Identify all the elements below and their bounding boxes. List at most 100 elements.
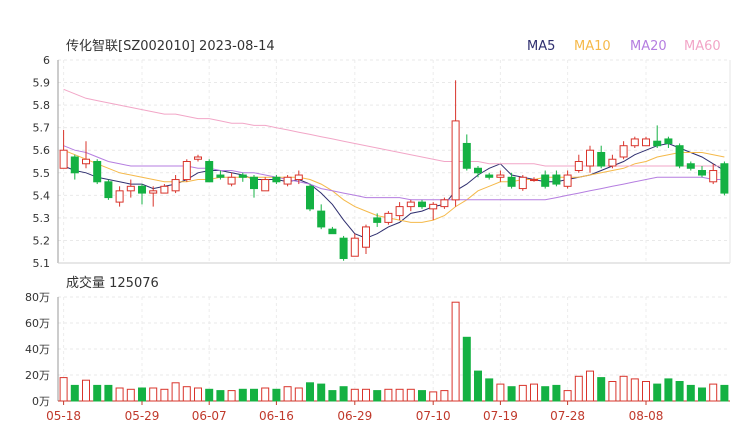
- candle: [205, 159, 214, 183]
- candle-up-body: [406, 201, 415, 208]
- price-tick-label: 5.2: [33, 234, 51, 247]
- volume-bar-up: [608, 381, 617, 402]
- volume-bar-down: [238, 388, 247, 402]
- candle-down-body: [653, 140, 662, 147]
- volume-bar-down: [462, 336, 471, 402]
- volume-bar-down: [485, 378, 494, 402]
- volume-bar-up: [59, 377, 68, 402]
- candle-down-body: [675, 145, 684, 167]
- candle: [250, 175, 258, 198]
- candle: [608, 154, 617, 169]
- volume-tick-label: 20万: [25, 369, 50, 382]
- price-tick-label: 5.8: [33, 99, 51, 112]
- volume-bar-up: [530, 383, 538, 402]
- volume-bar-up: [115, 387, 124, 402]
- candle: [171, 175, 180, 194]
- candle: [429, 202, 438, 221]
- candle: [597, 145, 606, 169]
- volume-bar-up: [586, 370, 594, 402]
- date-label: 05-29: [125, 409, 160, 423]
- candle-up-body: [149, 190, 158, 194]
- candle-up-body: [619, 145, 628, 158]
- candle: [350, 233, 359, 257]
- candle: [440, 197, 449, 209]
- candle: [507, 172, 516, 189]
- volume-bar-down: [328, 390, 337, 402]
- candle: [451, 80, 460, 207]
- ma20-legend-label: MA20: [630, 39, 667, 54]
- volume-tick-label: 0万: [32, 395, 50, 408]
- volume-bar-up: [171, 382, 180, 402]
- candle-up-body: [182, 161, 191, 181]
- candle-down-body: [238, 174, 247, 178]
- candle: [261, 177, 270, 192]
- candle: [552, 170, 561, 187]
- date-label: 06-29: [337, 409, 372, 423]
- candle: [104, 179, 113, 200]
- ma20-line: [63, 145, 725, 201]
- volume-title: 成交量 125076: [66, 275, 159, 291]
- volume-bar-up: [227, 390, 236, 402]
- candle: [93, 159, 102, 185]
- price-tick-label: 5.6: [33, 144, 51, 157]
- candle-down-body: [104, 181, 113, 199]
- candle-down-body: [93, 161, 102, 183]
- candle-up-body: [395, 206, 404, 217]
- candlesticks: [59, 80, 729, 261]
- candle: [70, 154, 79, 180]
- candle-up-body: [194, 156, 202, 160]
- candle: [462, 134, 471, 171]
- volume-bar-down: [138, 387, 146, 402]
- volume-bar-down: [250, 388, 258, 402]
- volume-bar-down: [373, 390, 382, 402]
- volume-bars: [59, 301, 729, 402]
- candle: [126, 179, 135, 198]
- date-label: 07-19: [483, 409, 518, 423]
- candle-down-body: [664, 138, 673, 144]
- candle-down-body: [138, 185, 146, 194]
- volume-bar-down: [70, 384, 79, 402]
- candle: [664, 136, 673, 148]
- date-label: 07-10: [416, 409, 451, 423]
- volume-bar-down: [474, 370, 482, 402]
- candle: [418, 199, 426, 209]
- candle: [194, 154, 202, 162]
- date-label: 06-16: [259, 409, 294, 423]
- candle-up-body: [630, 138, 639, 147]
- volume-bar-down: [552, 384, 561, 402]
- volume-axis: 80万 60万 40万 20万 0万: [25, 291, 50, 408]
- volume-bar-up: [182, 386, 191, 402]
- candle: [686, 161, 695, 171]
- candle: [518, 175, 527, 191]
- candle: [574, 154, 583, 173]
- candle: [82, 141, 90, 169]
- volume-bar-up: [406, 388, 415, 402]
- price-tick-label: 5.9: [33, 77, 51, 90]
- candle-up-body: [59, 149, 68, 169]
- volume-bar-up: [294, 387, 303, 402]
- volume-bar-down: [675, 381, 684, 402]
- candle-down-body: [474, 167, 482, 174]
- volume-bar-down: [597, 377, 606, 402]
- volume-bar-down: [93, 384, 102, 402]
- candle-down-body: [686, 163, 695, 169]
- date-axis: 05-18 05-29 06-07 06-16 06-29 07-10 07-19 07-28…: [46, 401, 663, 423]
- candle-up-body: [126, 185, 135, 192]
- candle: [294, 170, 303, 185]
- price-tick-label: 6: [43, 54, 50, 67]
- candle-up-body: [440, 199, 449, 208]
- candle-up-body: [586, 149, 594, 167]
- candle: [115, 186, 124, 207]
- candle-up-body: [563, 174, 572, 187]
- volume-bar-up: [642, 381, 650, 402]
- candle: [698, 166, 706, 178]
- candle: [317, 204, 326, 230]
- candle-down-body: [552, 174, 561, 185]
- candle: [619, 141, 628, 160]
- candle: [630, 136, 639, 148]
- candle-up-body: [496, 174, 505, 178]
- candle: [272, 175, 281, 185]
- candle-down-body: [306, 185, 314, 210]
- candle: [395, 202, 404, 221]
